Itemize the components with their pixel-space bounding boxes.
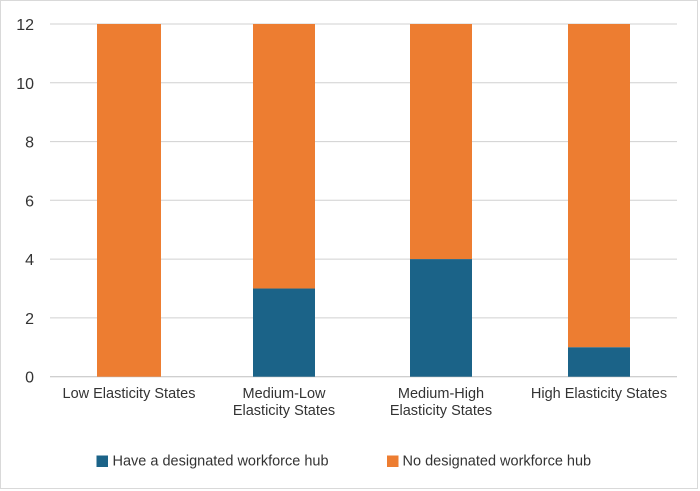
svg-text:Medium-Low: Medium-Low [243, 386, 327, 402]
svg-text:Medium-High: Medium-High [398, 386, 484, 402]
svg-text:Elasticity States: Elasticity States [390, 403, 492, 419]
svg-text:No designated workforce hub: No designated workforce hub [403, 454, 592, 470]
svg-text:Low Elasticity States: Low Elasticity States [63, 386, 196, 402]
svg-text:0: 0 [25, 370, 34, 387]
svg-text:Have a designated workforce hu: Have a designated workforce hub [113, 454, 329, 470]
svg-text:Elasticity States: Elasticity States [233, 403, 335, 419]
svg-text:2: 2 [25, 311, 34, 328]
svg-text:6: 6 [25, 193, 34, 210]
svg-text:10: 10 [16, 76, 34, 93]
svg-text:4: 4 [25, 252, 34, 269]
svg-text:8: 8 [25, 135, 34, 152]
svg-text:12: 12 [16, 17, 34, 34]
svg-text:High Elasticity States: High Elasticity States [531, 386, 667, 402]
